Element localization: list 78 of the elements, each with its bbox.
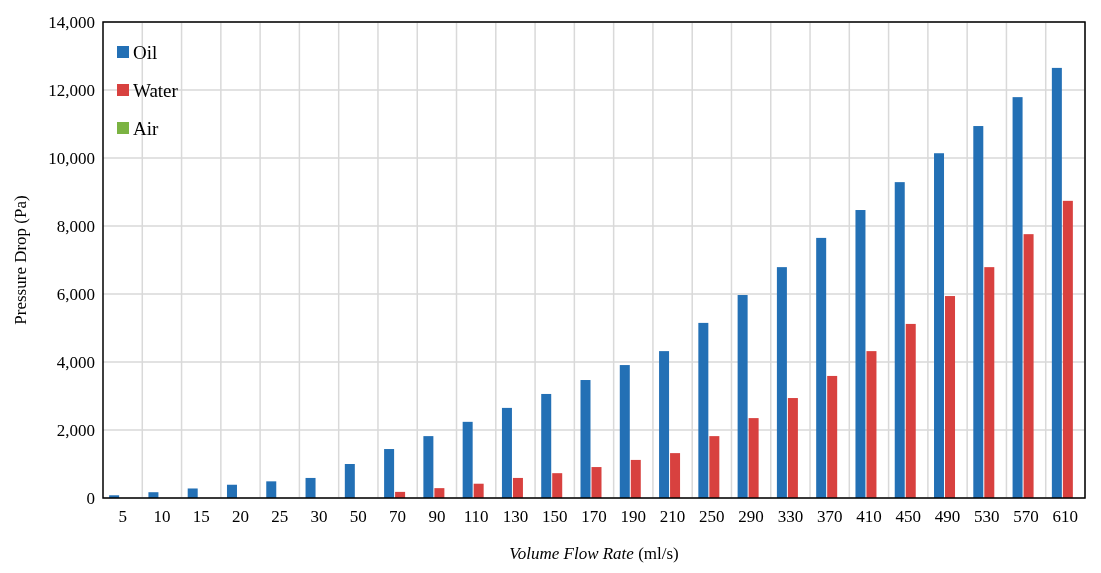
bar	[552, 473, 563, 498]
bar	[580, 380, 591, 498]
bar	[630, 459, 641, 498]
bar	[737, 295, 748, 498]
bar	[866, 351, 877, 498]
bar	[501, 407, 512, 498]
x-tick-label: 30	[310, 507, 328, 526]
x-tick-label: 530	[974, 507, 1000, 526]
bar	[945, 296, 956, 498]
bar	[434, 488, 445, 498]
y-tick-label: 12,000	[48, 80, 95, 100]
x-tick-label: 5	[118, 507, 127, 526]
bar	[894, 182, 905, 498]
x-tick-label: 210	[659, 507, 686, 526]
bar	[709, 436, 720, 498]
bar	[1012, 97, 1023, 498]
bar	[462, 421, 473, 498]
bar	[787, 398, 798, 498]
x-tick-label: 610	[1052, 507, 1079, 526]
x-tick-label: 450	[895, 507, 921, 526]
bar	[226, 484, 237, 498]
x-tick-label: 15	[192, 507, 210, 526]
bar	[905, 323, 916, 498]
x-tick-label: 150	[541, 507, 568, 526]
bar	[473, 483, 484, 498]
bar	[776, 267, 787, 498]
y-tick-label: 6,000	[56, 284, 95, 304]
bar	[305, 477, 316, 498]
bar	[827, 375, 838, 498]
y-axis-title: Pressure Drop (Pa)	[11, 195, 30, 325]
bar	[659, 351, 670, 498]
bar	[619, 365, 630, 498]
x-tick-label: 410	[856, 507, 882, 526]
bar	[266, 481, 277, 498]
bar	[748, 418, 759, 498]
bar	[423, 436, 434, 498]
x-tick-label: 50	[349, 507, 367, 526]
y-tick-label: 14,000	[48, 12, 95, 32]
x-tick-label: 190	[620, 507, 647, 526]
x-tick-label: 250	[699, 507, 725, 526]
x-tick-label: 370	[816, 507, 843, 526]
x-tick-label: 70	[389, 507, 407, 526]
legend-label: Air	[133, 117, 159, 139]
bar	[1051, 67, 1062, 498]
bar	[187, 488, 198, 498]
x-tick-label: 490	[934, 507, 961, 526]
x-tick-label: 25	[271, 507, 289, 526]
bar	[816, 237, 827, 498]
x-tick-label: 170	[581, 507, 607, 526]
y-tick-label: 8,000	[56, 216, 95, 236]
x-tick-label: 130	[502, 507, 529, 526]
x-tick-label: 90	[428, 507, 446, 526]
y-tick-label: 10,000	[48, 148, 95, 168]
y-tick-label: 2,000	[56, 420, 95, 440]
y-tick-label: 4,000	[56, 352, 95, 372]
x-tick-label: 290	[738, 507, 764, 526]
bar	[384, 449, 395, 498]
bar	[1062, 200, 1073, 498]
bar	[591, 467, 602, 498]
bar	[670, 453, 681, 498]
legend-label: Oil	[133, 41, 158, 63]
bar	[541, 393, 552, 498]
bar	[855, 210, 866, 498]
bar	[698, 322, 709, 498]
bar	[344, 464, 355, 498]
bar	[984, 267, 995, 498]
y-tick-label: 0	[86, 488, 95, 508]
x-tick-label: 330	[777, 507, 804, 526]
x-tick-label: 10	[153, 507, 171, 526]
bar	[1023, 234, 1034, 498]
x-tick-label: 110	[463, 507, 489, 526]
legend-label: Water	[133, 79, 179, 101]
x-tick-label: 570	[1013, 507, 1039, 526]
bar	[512, 477, 523, 498]
bar	[934, 153, 945, 498]
x-axis-title: Volume Flow Rate (ml/s)	[509, 544, 679, 563]
x-tick-label: 20	[231, 507, 249, 526]
bar	[973, 126, 984, 498]
